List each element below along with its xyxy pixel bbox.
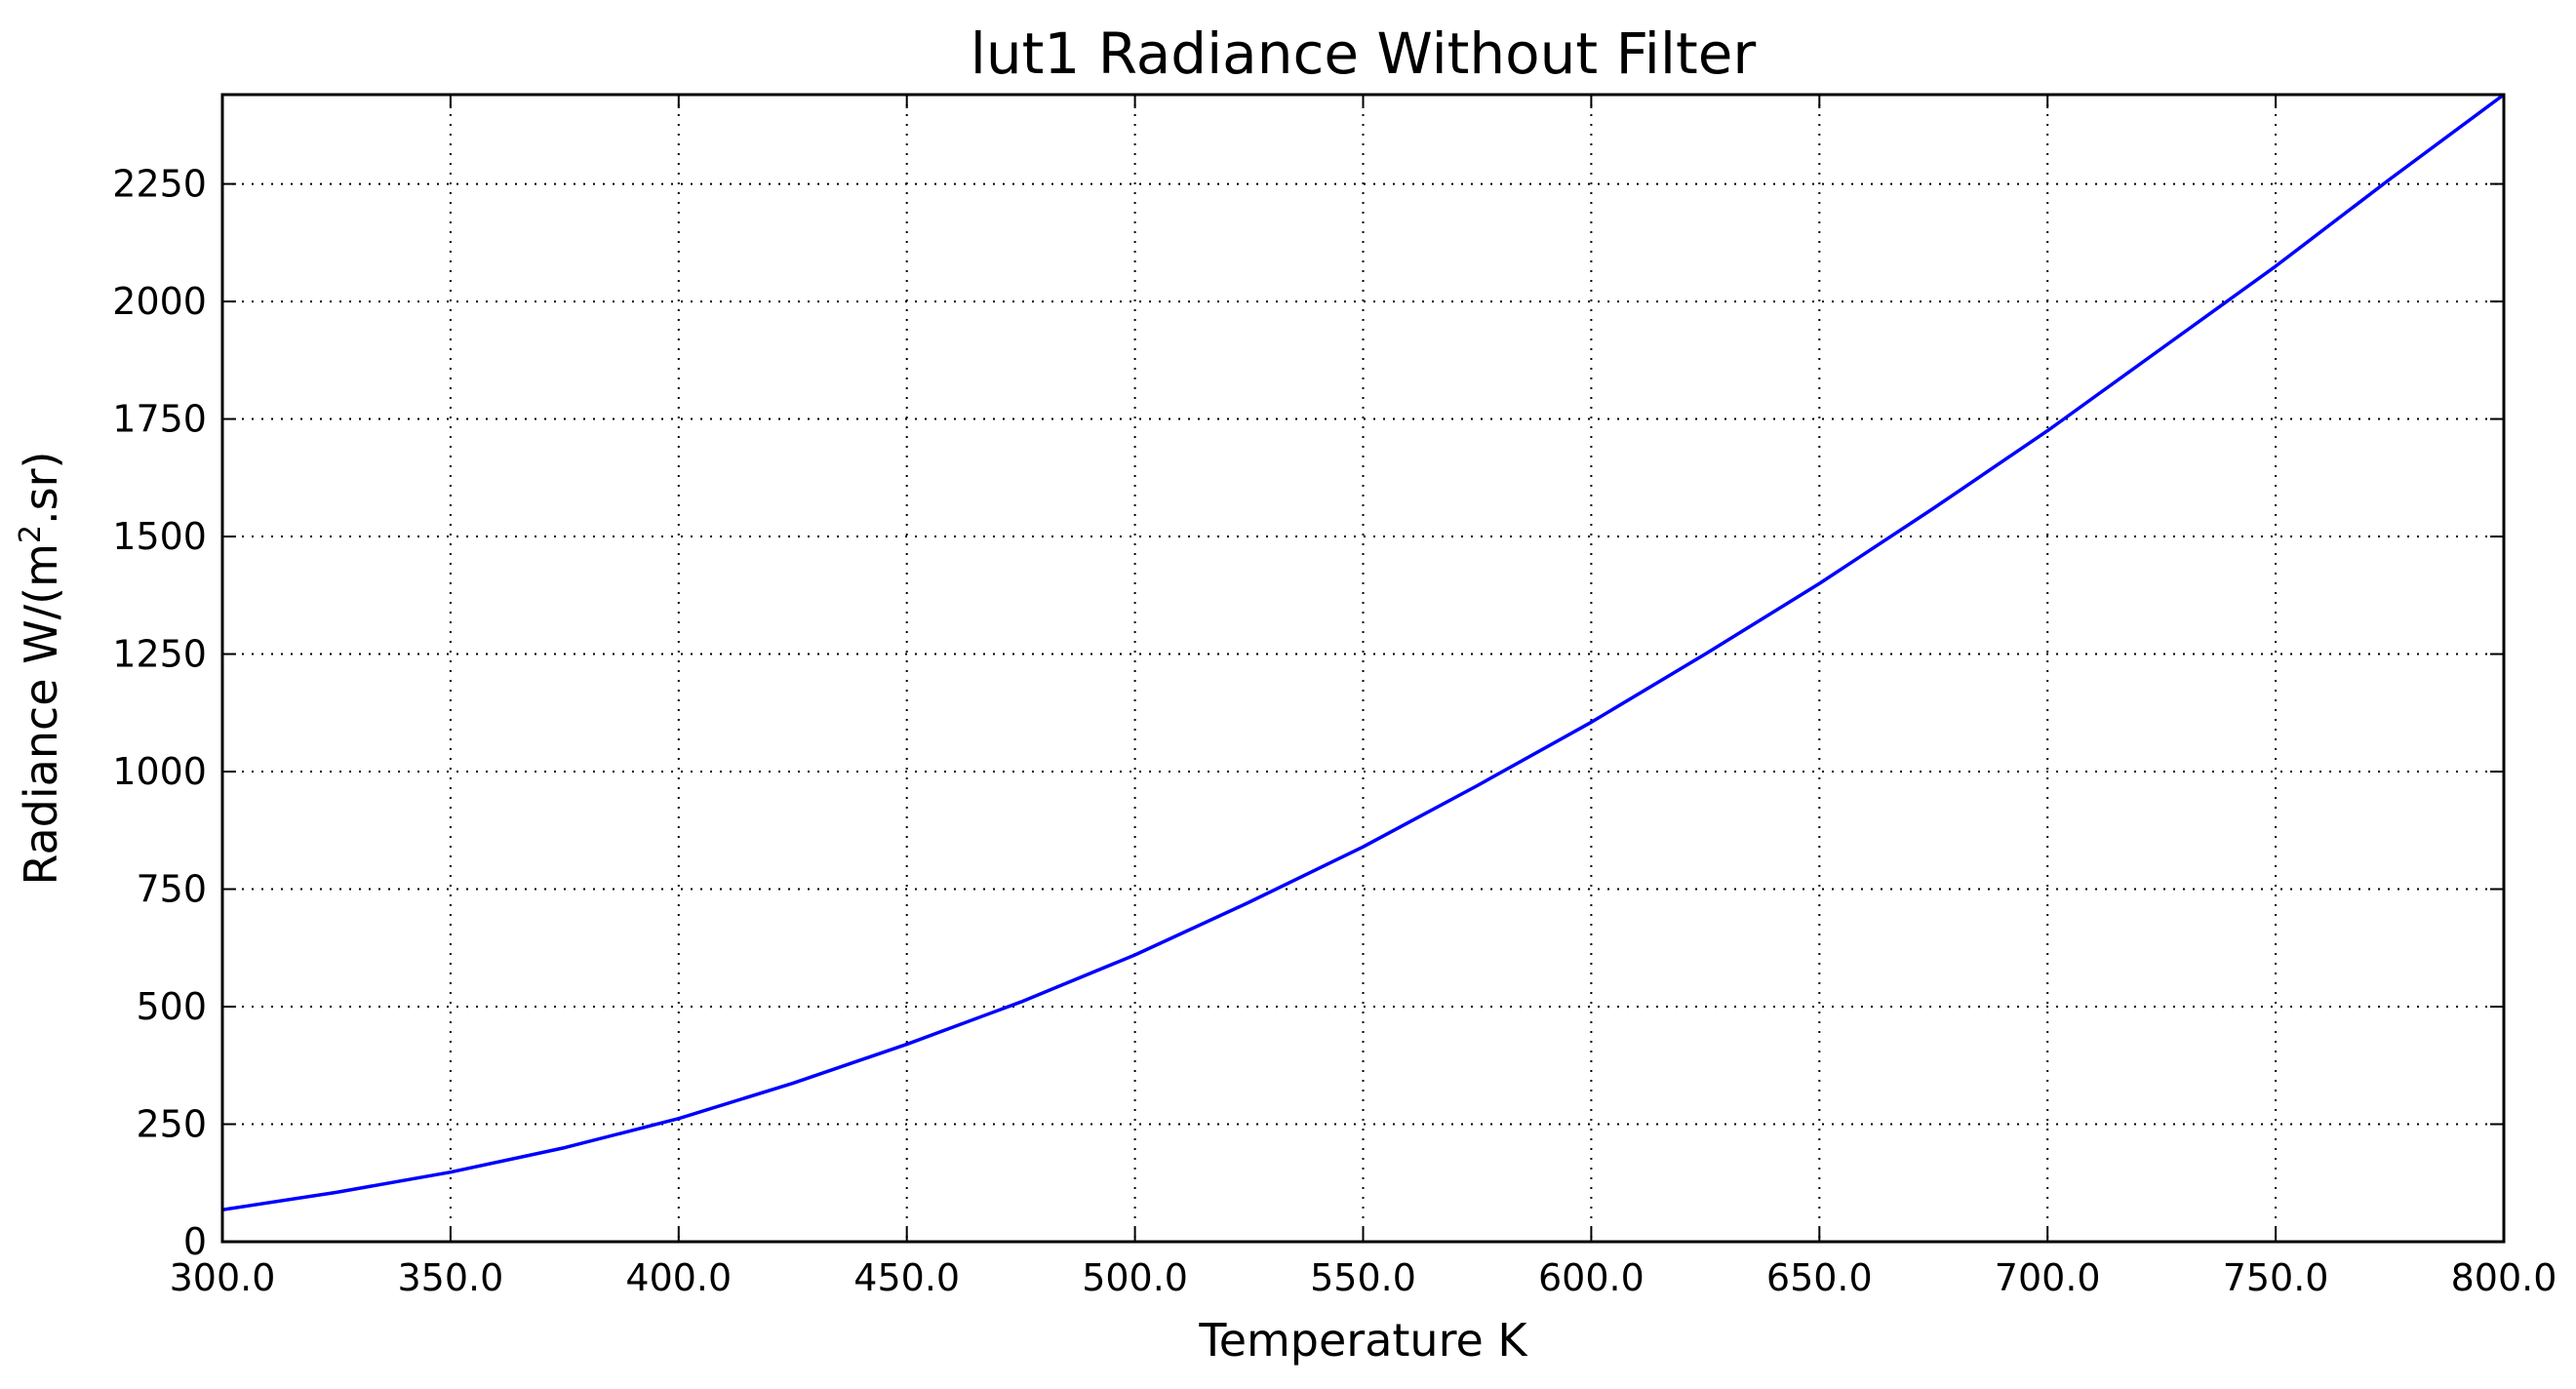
y-tick-label: 750 — [136, 868, 207, 911]
x-tick-label: 600.0 — [1538, 1256, 1645, 1299]
y-tick-label: 1000 — [112, 750, 207, 793]
y-tick-label: 1750 — [112, 398, 207, 441]
plot-frame — [220, 93, 2506, 1244]
x-tick-label: 400.0 — [625, 1256, 732, 1299]
x-tick-label: 800.0 — [2451, 1256, 2557, 1299]
x-tick-label: 300.0 — [170, 1256, 276, 1299]
tick-layer: 300.0 350.0 400.0 450.0 500.0 550.0 600.0 650.0… — [112, 95, 2556, 1299]
grid-layer — [222, 95, 2504, 1242]
y-axis-title: Radiance W/(m2.sr) — [14, 452, 68, 886]
y-axis-title-end: .sr) — [15, 452, 67, 525]
y-tick-label: 2250 — [112, 163, 207, 206]
y-tick-label: 250 — [136, 1103, 207, 1146]
x-tick-label: 650.0 — [1766, 1256, 1873, 1299]
x-tick-label: 700.0 — [1995, 1256, 2101, 1299]
x-axis-title: Temperature K — [1198, 1314, 1528, 1367]
y-tick-label: 1250 — [112, 633, 207, 676]
x-tick-label: 450.0 — [853, 1256, 960, 1299]
y-axis-title-superscript: 2 — [14, 525, 48, 543]
x-tick-label: 350.0 — [398, 1256, 504, 1299]
x-tick-label: 550.0 — [1310, 1256, 1416, 1299]
y-tick-label: 0 — [183, 1220, 207, 1263]
series-layer — [221, 93, 2506, 1211]
y-axis-title-main: Radiance W/(m — [15, 543, 67, 885]
x-tick-label: 500.0 — [1082, 1256, 1188, 1299]
radiance-series-line — [221, 93, 2506, 1211]
y-tick-label: 2000 — [112, 280, 207, 323]
y-tick-label: 500 — [136, 985, 207, 1028]
x-tick-label: 750.0 — [2223, 1256, 2329, 1299]
chart-title: lut1 Radiance Without Filter — [971, 20, 1757, 87]
y-tick-label: 1500 — [112, 515, 207, 558]
